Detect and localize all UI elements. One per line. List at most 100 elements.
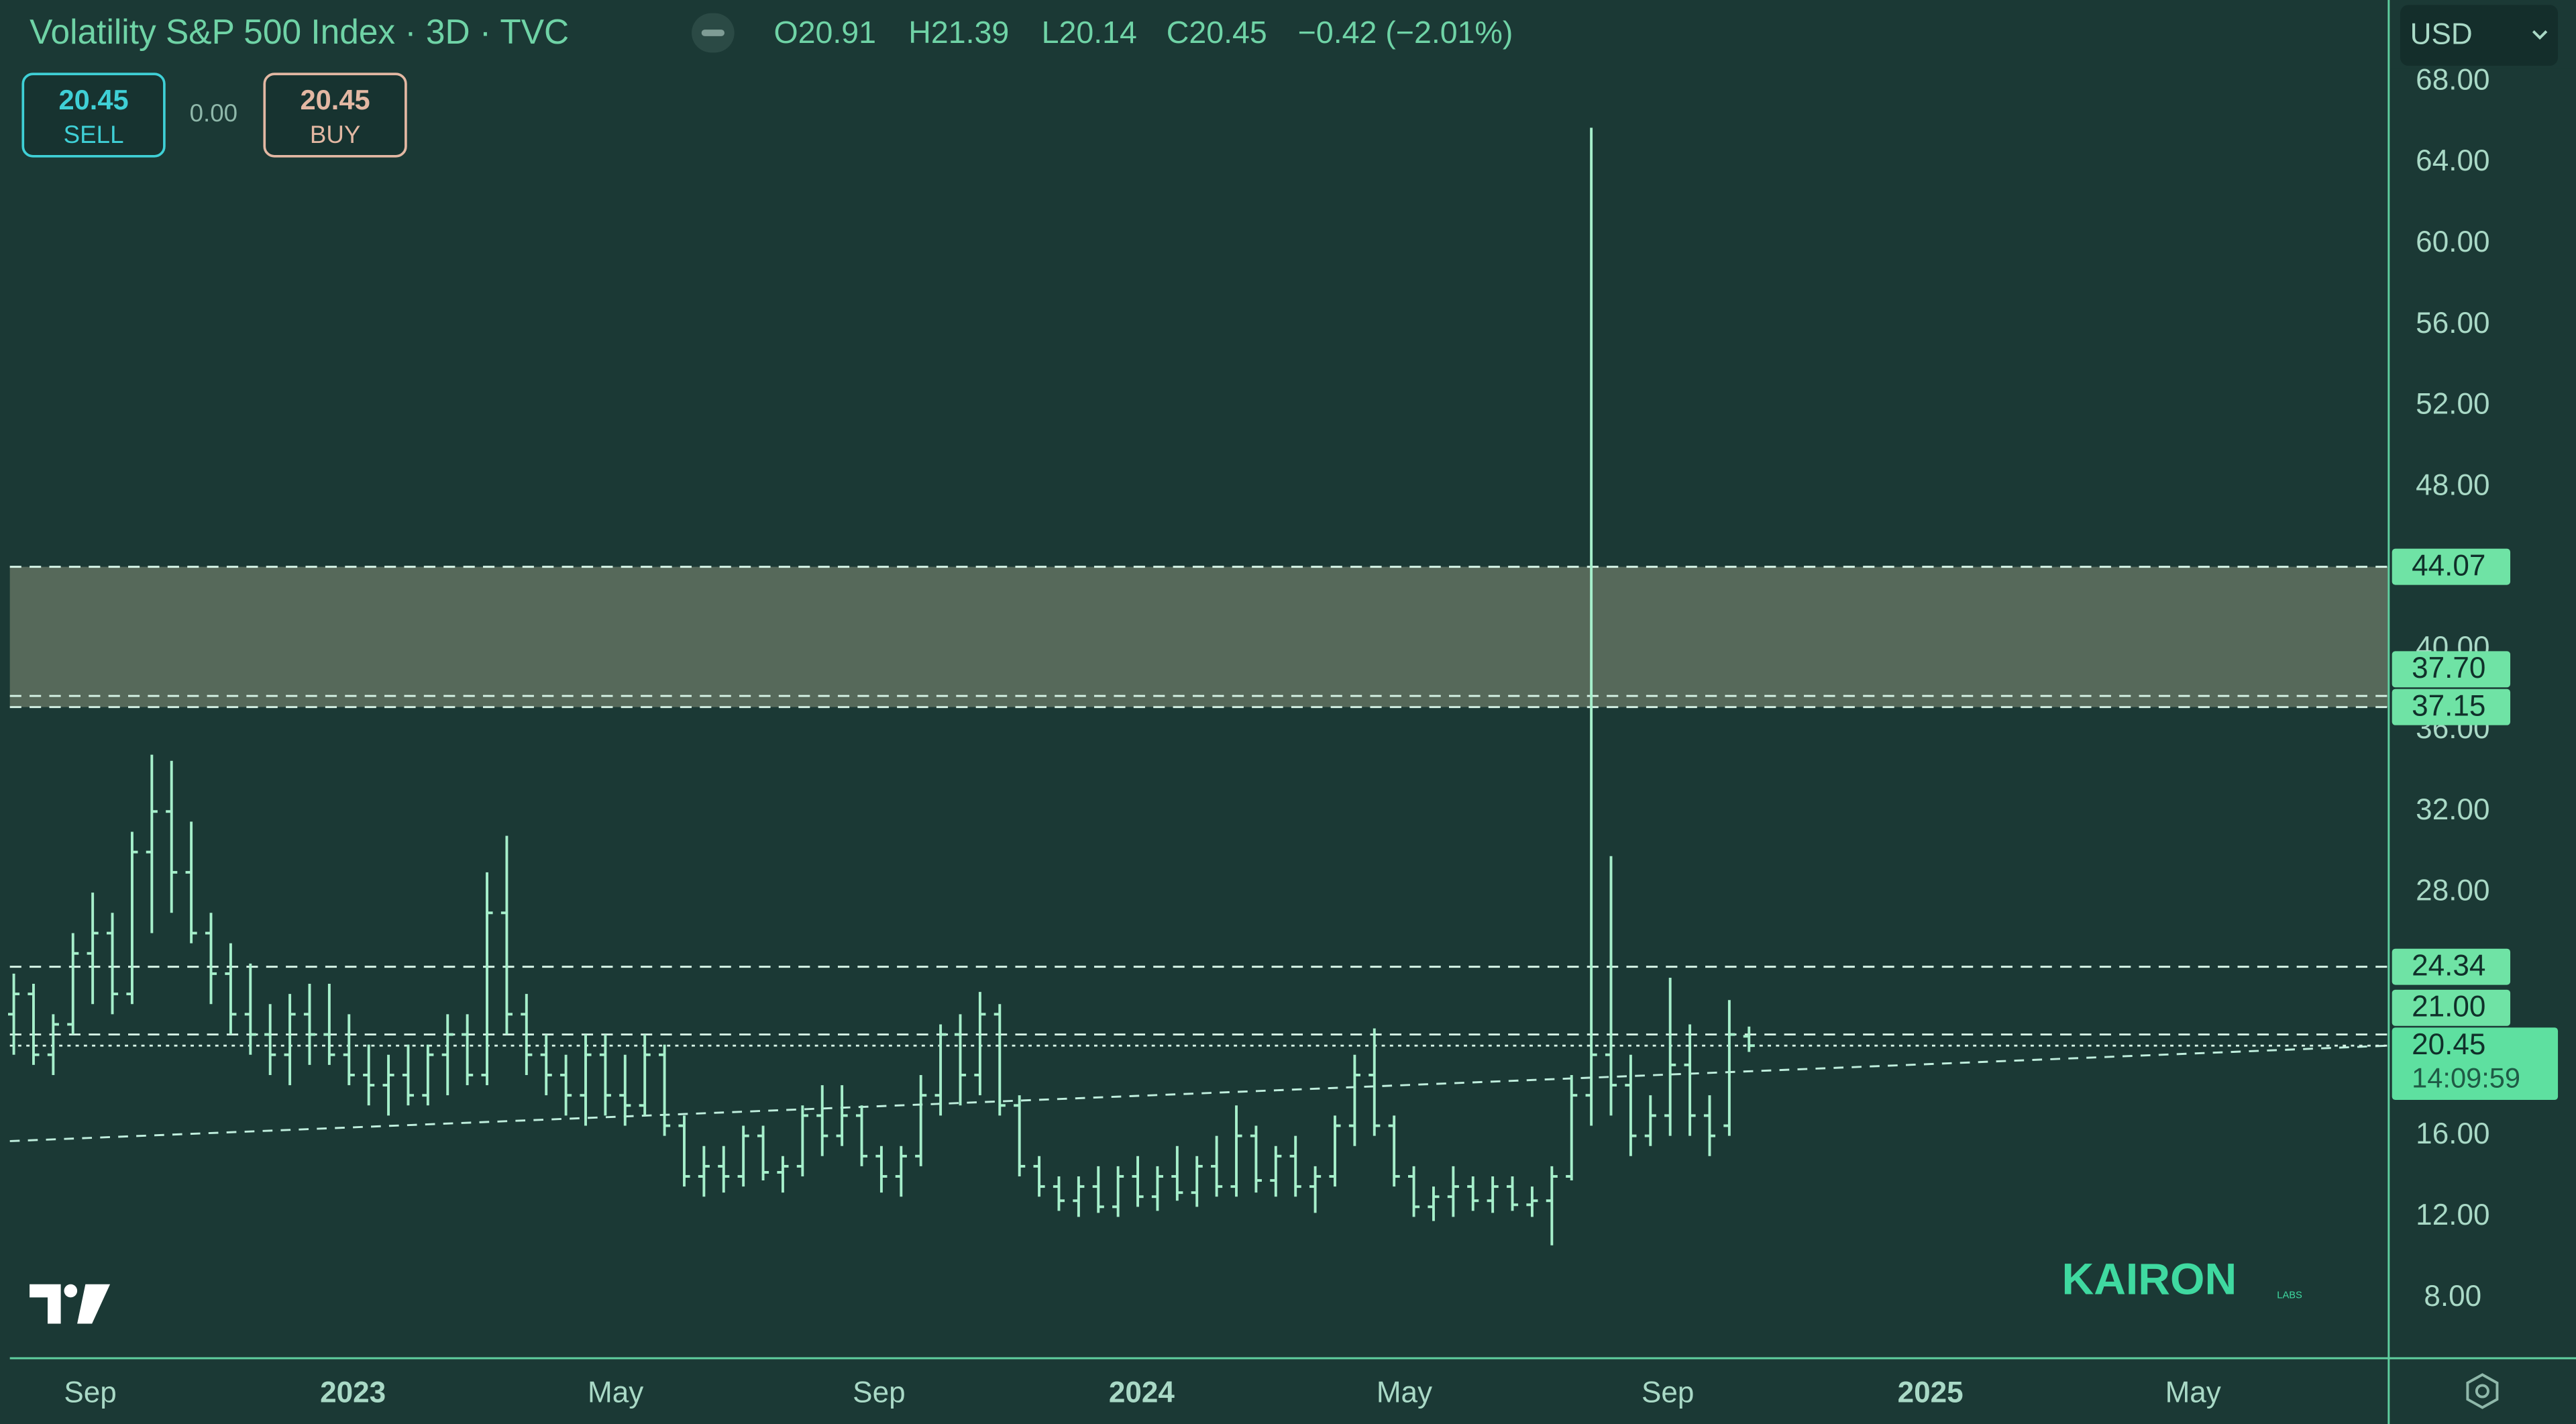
level-price-label: 37.70 xyxy=(2412,652,2485,684)
zone xyxy=(9,566,2389,707)
change-value: −0.42 (−2.01%) xyxy=(1298,15,1513,50)
level-price-label: 37.15 xyxy=(2412,690,2485,723)
plot-area xyxy=(8,128,2389,1245)
low-value: L20.14 xyxy=(1042,15,1137,50)
ohlc-bar xyxy=(225,943,237,1035)
currency-label: USD xyxy=(2410,18,2473,51)
y-tick-label: 60.00 xyxy=(2416,225,2489,258)
level-price-label: 44.07 xyxy=(2412,549,2485,582)
symbol-title[interactable]: Volatility S&P 500 Index · 3D · TVC xyxy=(30,12,569,51)
ohlc-bar xyxy=(1407,1166,1420,1217)
ohlc-bar xyxy=(1546,1166,1558,1245)
ohlc-bar xyxy=(422,1044,434,1106)
ohlc-bar xyxy=(166,760,178,913)
level-price-box xyxy=(2392,989,2511,1026)
y-tick-label: 52.00 xyxy=(2416,388,2489,421)
dropdown-chevron xyxy=(2532,30,2548,40)
ohlc-bar xyxy=(540,1034,552,1096)
ohlc-bar xyxy=(481,872,493,1086)
ohlc-bar xyxy=(1348,1054,1360,1146)
ohlc-bar xyxy=(67,933,79,1035)
ohlc-bar xyxy=(1664,977,1676,1136)
buy-label: BUY xyxy=(310,121,361,148)
ohlc-bar xyxy=(106,913,119,1015)
ohlc-bar xyxy=(954,1014,967,1106)
level-price-box xyxy=(2392,689,2511,725)
logo-t xyxy=(30,1284,61,1324)
x-tick-label: 2024 xyxy=(1109,1376,1175,1409)
ohlc-bar xyxy=(264,1004,276,1075)
ohlc-bar xyxy=(462,1014,474,1086)
ohlc-bar xyxy=(1723,1000,1735,1136)
ohlc-bar xyxy=(323,984,335,1065)
sell-label: SELL xyxy=(64,121,124,148)
x-tick-label: Sep xyxy=(64,1376,116,1409)
level-price-box xyxy=(2392,548,2511,585)
spread: 0.00 xyxy=(190,99,237,127)
ohlc-bar xyxy=(560,1054,572,1116)
ohlc-bar xyxy=(1368,1028,1381,1136)
ohlc-bar xyxy=(1309,1166,1322,1213)
ohlc-bar xyxy=(698,1146,710,1197)
x-tick-label: Sep xyxy=(853,1376,905,1409)
ohlc-bar xyxy=(441,1014,453,1096)
ohlc-bar xyxy=(1467,1176,1479,1211)
ohlc-bar xyxy=(1112,1166,1124,1217)
x-tick-label: May xyxy=(588,1376,643,1409)
ohlc-bar xyxy=(1625,1054,1637,1156)
y-tick-label: 12.00 xyxy=(2416,1199,2489,1231)
ohlc-bar xyxy=(244,963,256,1055)
y-tick-label: 68.00 xyxy=(2416,63,2489,96)
level-price-box xyxy=(2392,948,2511,985)
y-tick-label: 48.00 xyxy=(2416,469,2489,502)
ohlc-bar xyxy=(974,992,986,1096)
ohlc-bar xyxy=(580,1034,592,1126)
ohlc-bar xyxy=(8,973,20,1055)
sell-button[interactable] xyxy=(21,72,166,158)
ohlc-bar xyxy=(1230,1105,1242,1197)
ohlc-bar xyxy=(1743,1026,1755,1052)
watermark-sub: LABS xyxy=(2277,1290,2302,1301)
ohlc-bar xyxy=(1211,1135,1223,1197)
settings-hex xyxy=(2466,1373,2499,1409)
last-price-label: 20.45 xyxy=(2412,1028,2485,1061)
currency-dropdown[interactable] xyxy=(2400,5,2559,66)
ohlc-bar xyxy=(777,1156,789,1193)
collapse-icon xyxy=(701,30,724,36)
ohlc-bar xyxy=(599,1034,611,1116)
ohlc-bar xyxy=(1566,1074,1578,1181)
ohlc-bar xyxy=(1605,856,1617,1116)
ohlc-bar xyxy=(915,1074,927,1166)
ohlc-bar xyxy=(87,893,99,1005)
x-tick-label: May xyxy=(1377,1376,1432,1409)
ohlc-bar xyxy=(28,984,40,1065)
y-tick-label: 8.00 xyxy=(2424,1280,2481,1313)
y-tick-label: 28.00 xyxy=(2416,874,2489,907)
ohlc-bar xyxy=(1703,1095,1716,1156)
ohlc-bar xyxy=(284,994,296,1086)
ohlc-bar xyxy=(1487,1176,1499,1213)
ohlc-bar xyxy=(1644,1095,1656,1146)
ohlc-bar xyxy=(796,1105,808,1177)
ohlc-bar xyxy=(816,1085,828,1156)
open-value: O20.91 xyxy=(773,15,876,50)
y-tick-label: 64.00 xyxy=(2416,144,2489,177)
x-tick-label: 2023 xyxy=(320,1376,386,1409)
overlay: 8.0012.0016.0020.0024.0028.0032.0036.004… xyxy=(9,0,2576,1424)
ohlc-bar xyxy=(1053,1176,1065,1211)
last-price-box xyxy=(2392,1027,2559,1101)
logo-slash xyxy=(77,1284,111,1324)
logo-dot xyxy=(64,1284,78,1298)
ohlc-bar xyxy=(1132,1156,1144,1207)
buy-button[interactable] xyxy=(263,72,407,158)
ohlc-bar xyxy=(1014,1095,1026,1177)
ohlc-bar xyxy=(1447,1166,1459,1217)
ohlc-bar xyxy=(659,1044,671,1136)
ohlc-bar xyxy=(363,1044,375,1106)
settings-icon[interactable] xyxy=(2466,1373,2499,1409)
ohlc-bar xyxy=(205,913,217,1005)
x-tick-label: Sep xyxy=(1642,1376,1694,1409)
settings-center xyxy=(2475,1384,2489,1398)
